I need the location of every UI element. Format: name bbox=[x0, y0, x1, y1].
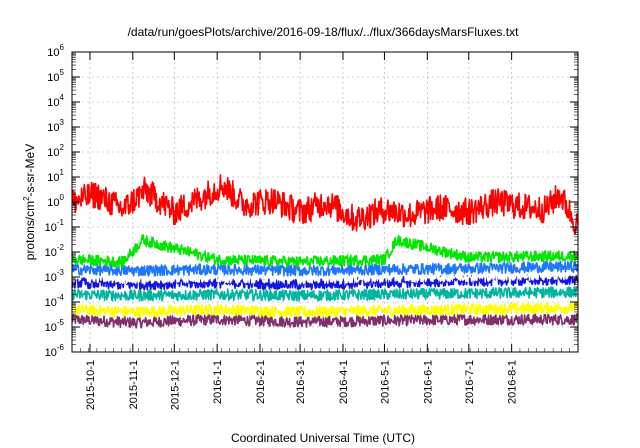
y-tick-label: 105 bbox=[47, 68, 64, 84]
series-line bbox=[71, 301, 579, 319]
y-tick-label: 10-4 bbox=[45, 293, 65, 309]
y-tick-label: 10-1 bbox=[45, 218, 65, 234]
series-line bbox=[71, 286, 579, 302]
y-tick-label: 100 bbox=[47, 193, 64, 209]
x-tick-label: 2015-12-1 bbox=[169, 360, 181, 410]
y-ticks: 10-6 10-5 10-4 10-3 10-2 10-1 100 101 102 103 104 1… bbox=[45, 43, 578, 359]
y-tick-label: 104 bbox=[47, 93, 64, 109]
x-tick-label: 2016-7-1 bbox=[464, 360, 476, 404]
y-tick-label: 10-6 bbox=[45, 343, 65, 359]
y-tick-label: 106 bbox=[47, 43, 64, 59]
y-tick-label: 102 bbox=[47, 143, 64, 159]
x-tick-label: 2016-5-1 bbox=[379, 360, 391, 404]
y-tick-label: 10-2 bbox=[45, 243, 65, 259]
y-tick-label: 101 bbox=[47, 168, 64, 184]
x-tick-label: 2015-10-1 bbox=[85, 360, 97, 410]
y-tick-label: 10-5 bbox=[45, 318, 65, 334]
series-group bbox=[71, 174, 579, 329]
y-tick-label: 103 bbox=[47, 118, 64, 134]
series-line bbox=[71, 234, 579, 268]
y-tick-label: 10-3 bbox=[45, 268, 65, 284]
x-axis-label: Coordinated Universal Time (UTC) bbox=[231, 431, 415, 445]
x-tick-label: 2016-6-1 bbox=[422, 360, 434, 404]
x-tick-label: 2016-2-1 bbox=[255, 360, 267, 404]
chart-title: /data/run/goesPlots/archive/2016-09-18/f… bbox=[128, 25, 520, 39]
plot-frame bbox=[71, 51, 579, 353]
x-tick-label: 2015-11-1 bbox=[128, 360, 140, 409]
y-axis-label: protons/cm2-s-sr-MeV bbox=[22, 144, 37, 260]
series-line bbox=[71, 174, 579, 235]
series-line bbox=[71, 313, 579, 329]
x-ticks: 2015-10-1 2015-11-1 2015-12-1 2016-1-1 2016-… bbox=[71, 52, 579, 410]
x-tick-label: 2016-8-1 bbox=[507, 360, 519, 404]
x-tick-label: 2016-1-1 bbox=[212, 360, 224, 404]
x-tick-label: 2016-4-1 bbox=[338, 360, 350, 404]
series-line bbox=[71, 268, 579, 285]
series-line bbox=[71, 260, 579, 277]
x-tick-label: 2016-3-1 bbox=[295, 360, 307, 404]
